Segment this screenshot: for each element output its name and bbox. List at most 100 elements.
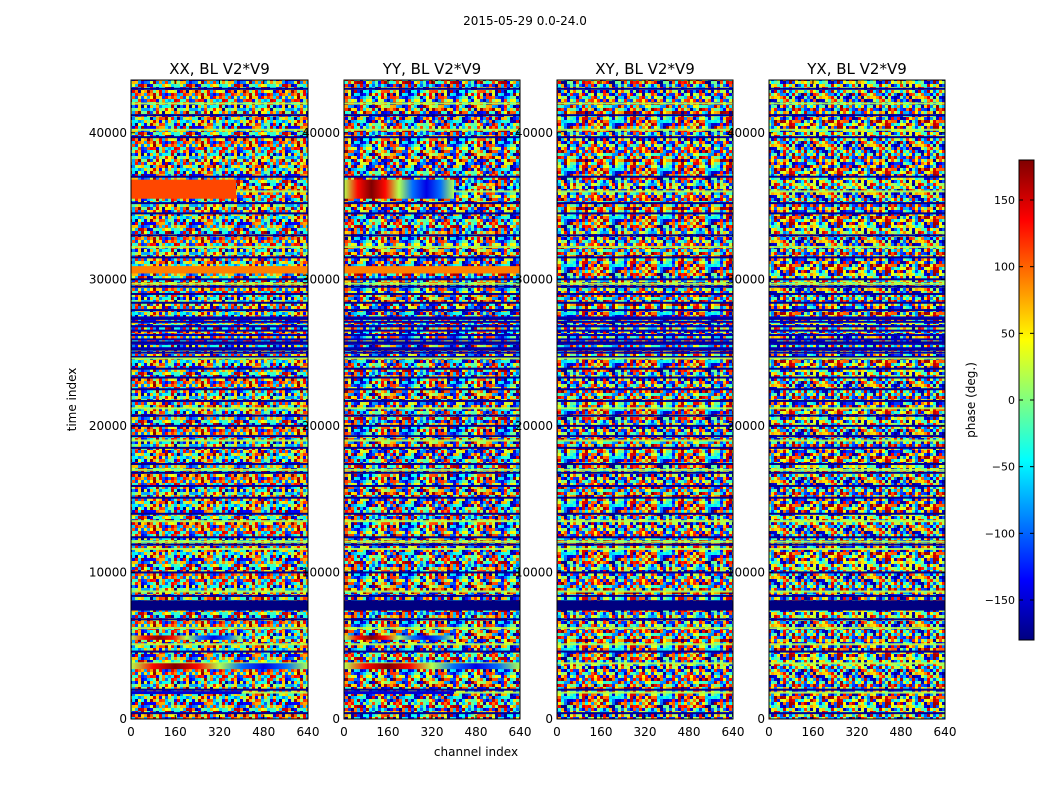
panel-title: YY, BL V2*V9 xyxy=(382,60,481,78)
green-band xyxy=(344,246,520,249)
x-tick-label: 0 xyxy=(340,725,348,739)
green-band xyxy=(344,128,520,131)
dark-band xyxy=(557,316,733,319)
dark-band xyxy=(131,325,308,328)
dark-band xyxy=(344,87,520,90)
y-tick-label: 0 xyxy=(545,712,553,726)
dark-band xyxy=(131,496,308,499)
dark-band xyxy=(769,367,945,370)
y-tick-label: 10000 xyxy=(89,565,127,579)
dark-band xyxy=(131,212,308,215)
dark-band xyxy=(769,688,945,691)
y-tick-label: 0 xyxy=(332,712,340,726)
dark-band xyxy=(769,316,945,319)
dark-band xyxy=(557,376,733,379)
dark-band xyxy=(769,424,945,427)
dark-band xyxy=(557,301,733,304)
green-band xyxy=(769,282,945,285)
y-tick-label: 30000 xyxy=(89,272,127,286)
dark-band xyxy=(769,212,945,215)
dark-band xyxy=(344,543,520,546)
green-band xyxy=(769,246,945,249)
dark-band xyxy=(131,435,308,438)
colorbar-tick-label: 150 xyxy=(994,194,1015,207)
dark-band xyxy=(131,543,308,546)
dark-band xyxy=(131,471,308,474)
green-band xyxy=(557,407,733,410)
dark-band xyxy=(557,351,733,354)
dark-band xyxy=(769,348,945,351)
green-band xyxy=(131,643,308,646)
dark-band xyxy=(344,351,520,354)
dark-band xyxy=(557,435,733,438)
dark-band xyxy=(131,424,308,427)
dark-band xyxy=(557,347,733,350)
green-band xyxy=(344,407,520,410)
dark-band xyxy=(131,338,308,341)
coherent-band xyxy=(131,179,237,199)
green-band xyxy=(557,190,733,193)
panel-1: YY, BL V2*V9 0 160 320 480 640 0 10000 20000 3000… xyxy=(302,60,532,759)
x-tick-label: 320 xyxy=(634,725,657,739)
green-band xyxy=(344,468,520,471)
coherent-band xyxy=(131,663,308,670)
dark-band xyxy=(131,87,308,90)
dark-band xyxy=(769,334,945,337)
x-tick-label: 0 xyxy=(127,725,135,739)
dark-band xyxy=(344,320,520,323)
dark-band xyxy=(344,376,520,379)
dark-band xyxy=(131,446,308,449)
dark-band xyxy=(344,256,520,259)
dark-band xyxy=(131,367,308,370)
dark-band xyxy=(344,618,520,621)
green-band xyxy=(557,246,733,249)
dark-band xyxy=(131,399,308,402)
dark-band xyxy=(131,414,308,417)
dark-band xyxy=(769,376,945,379)
dark-band xyxy=(131,376,308,379)
dark-band xyxy=(769,114,945,117)
y-tick-label: 10000 xyxy=(302,565,340,579)
dark-band xyxy=(769,594,945,597)
dark-band xyxy=(769,512,945,515)
dark-band xyxy=(344,325,520,328)
panel-0: XX, BL V2*V9 0 160 320 480 640 0 10000 20000 3000… xyxy=(65,60,319,739)
dark-band xyxy=(557,136,733,139)
y-tick-label: 20000 xyxy=(515,419,553,433)
dark-band xyxy=(557,496,733,499)
dark-band xyxy=(557,462,733,465)
coherent-band xyxy=(131,266,308,274)
coherent-band xyxy=(557,600,733,611)
dark-band xyxy=(769,256,945,259)
green-band xyxy=(769,190,945,193)
colorbar-tick-label: −100 xyxy=(985,527,1015,540)
dark-band xyxy=(344,446,520,449)
dark-band xyxy=(131,329,308,332)
y-tick-label: 20000 xyxy=(727,419,765,433)
green-band xyxy=(769,128,945,131)
dark-band xyxy=(769,325,945,328)
dark-band xyxy=(769,278,945,281)
y-tick-label: 30000 xyxy=(727,272,765,286)
dark-band xyxy=(557,325,733,328)
x-tick-label: 480 xyxy=(678,725,701,739)
dark-band xyxy=(344,212,520,215)
dark-band xyxy=(557,338,733,341)
green-band xyxy=(769,691,945,694)
x-tick-label: 160 xyxy=(590,725,613,739)
dark-band xyxy=(769,462,945,465)
green-band xyxy=(769,520,945,523)
dark-band xyxy=(344,317,520,320)
dark-band xyxy=(131,285,308,288)
dark-band xyxy=(131,536,308,539)
dark-band xyxy=(131,202,308,205)
green-band xyxy=(344,590,520,593)
green-band xyxy=(131,627,308,630)
coherent-band xyxy=(344,635,454,640)
dark-band xyxy=(131,341,308,344)
x-tick-label: 160 xyxy=(802,725,825,739)
green-band xyxy=(344,643,520,646)
green-band xyxy=(344,282,520,285)
dark-band xyxy=(344,355,520,358)
dark-band xyxy=(557,484,733,487)
